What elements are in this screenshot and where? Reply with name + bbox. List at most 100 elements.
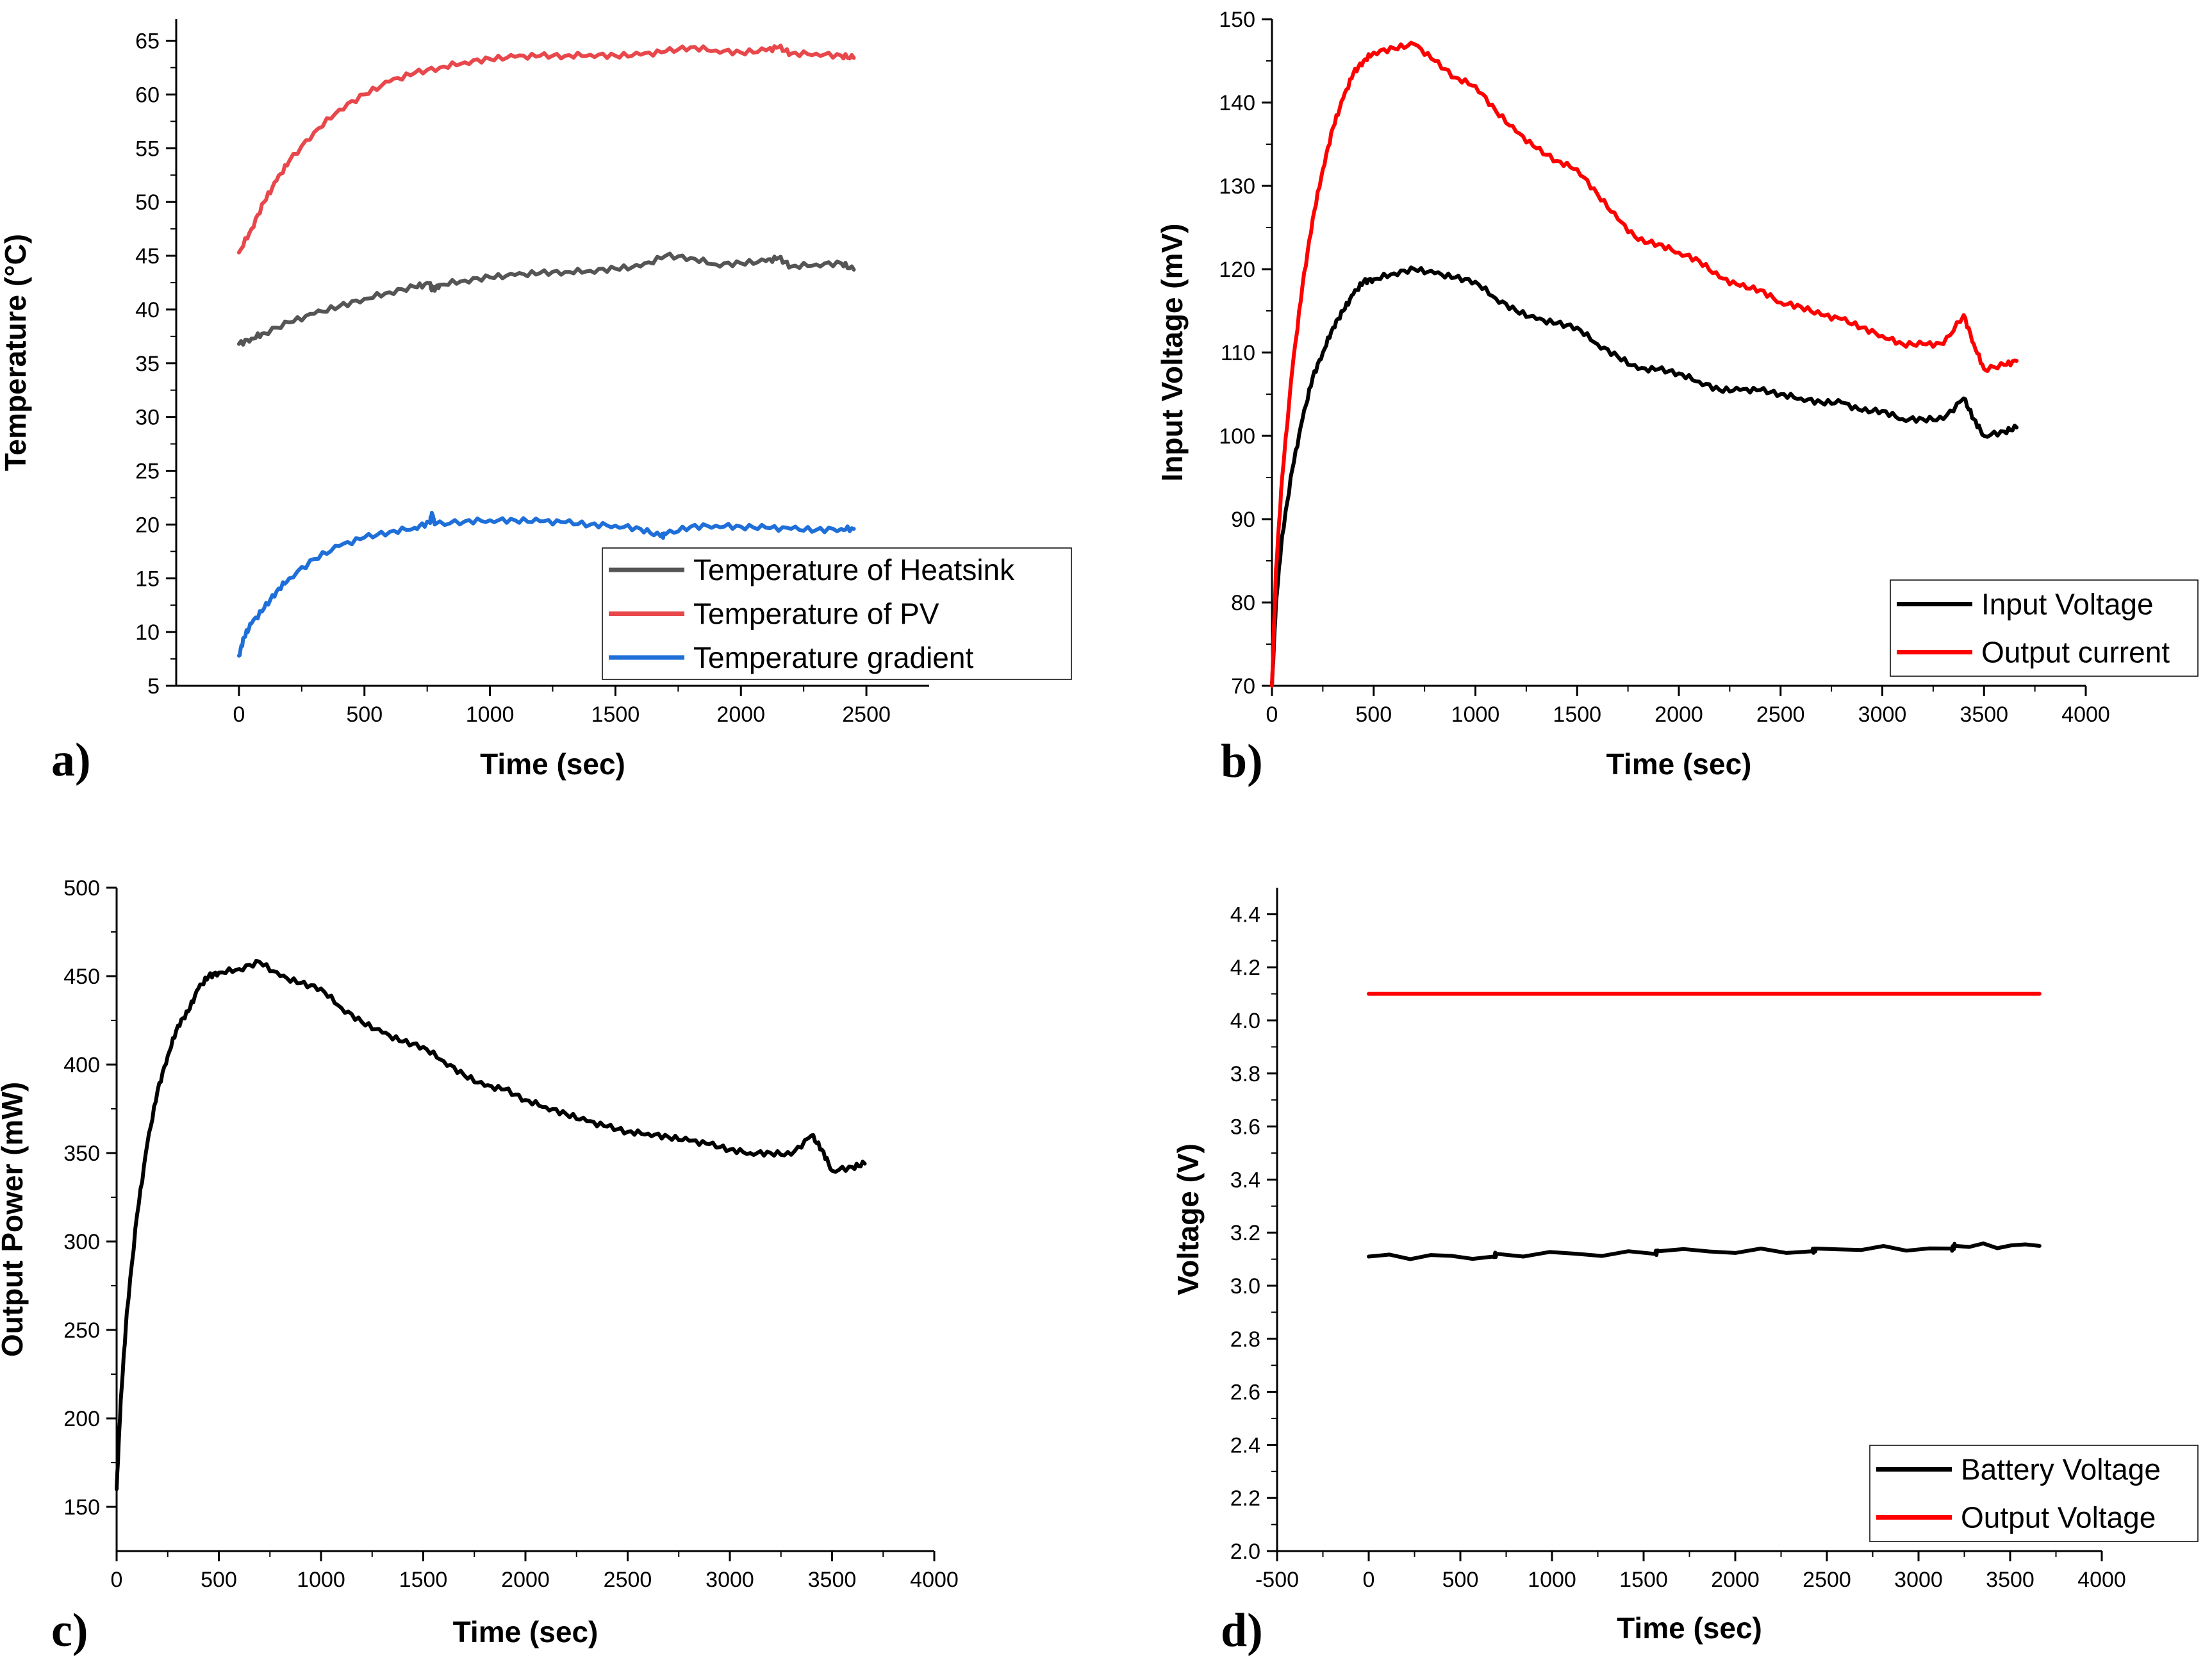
- y-axis-title: Output Power (mW): [0, 1082, 29, 1357]
- x-tick-label: 3000: [1894, 1568, 1943, 1592]
- panel-label: b): [1221, 735, 1263, 788]
- y-tick-label: 35: [135, 352, 160, 376]
- y-tick-label: 110: [1221, 341, 1255, 365]
- x-tick-label: 2500: [842, 702, 891, 727]
- y-tick-label: 100: [1219, 424, 1255, 449]
- y-tick-label: 50: [135, 190, 160, 215]
- x-tick-label: 2000: [1711, 1568, 1760, 1592]
- y-tick-label: 2.6: [1230, 1381, 1260, 1405]
- y-tick-label: 4.4: [1230, 902, 1260, 927]
- y-tick-label: 3.6: [1230, 1115, 1260, 1140]
- y-tick-label: 2.8: [1230, 1327, 1260, 1352]
- series-line-temperature-of-heatsink: [236, 251, 856, 347]
- series-line-temperature-of-pv: [236, 44, 856, 254]
- legend: Input Voltage Output current: [1890, 579, 2199, 677]
- chart-c: 0 500 1000 1500 2000 2500 3000 3500 4000 150 200 25…: [0, 876, 959, 1657]
- x-tick-label: -500: [1255, 1568, 1299, 1592]
- x-tick-label: 4000: [2061, 702, 2110, 727]
- panel-label: c): [51, 1604, 88, 1657]
- x-tick-label: 0: [233, 702, 245, 727]
- chart-b: 0 500 1000 1500 2000 2500 3000 3500 4000 70 80 90 10…: [1155, 8, 2199, 788]
- x-tick-label: 4000: [2077, 1568, 2126, 1592]
- x-tick-label: 0: [1363, 1568, 1375, 1592]
- x-tick-label: 3500: [808, 1568, 857, 1592]
- x-tick-label: 3000: [706, 1568, 754, 1592]
- x-axis-title: Time (sec): [1606, 747, 1752, 781]
- y-tick-label: 30: [135, 406, 160, 430]
- series-line-input-voltage: [1270, 265, 2019, 688]
- y-tick-label: 5: [147, 674, 160, 699]
- chart-a: 0 500 1000 1500 2000 2500 5 10 15 20 25 30 35 40 45 50 5…: [0, 19, 1072, 786]
- series-line-output-power: [115, 958, 867, 1491]
- y-tick-label: 3.8: [1230, 1062, 1260, 1086]
- x-axis-title: Time (sec): [453, 1615, 598, 1648]
- legend-label: Temperature of PV: [693, 597, 939, 631]
- y-tick-label: 45: [135, 244, 160, 269]
- y-tick-label: 10: [135, 620, 160, 645]
- y-tick-label: 140: [1219, 91, 1255, 115]
- y-tick-label: 60: [135, 83, 160, 107]
- x-tick-label: 3500: [1960, 702, 2008, 727]
- legend-label: Battery Voltage: [1961, 1453, 2161, 1486]
- y-tick-label: 150: [63, 1495, 100, 1520]
- x-tick-label: 1000: [466, 702, 515, 727]
- legend: Battery Voltage Output Voltage: [1869, 1445, 2199, 1542]
- x-tick-label: 2000: [716, 702, 765, 727]
- series-line-temperature-gradient: [236, 511, 856, 658]
- x-tick-label: 1000: [1451, 702, 1500, 727]
- x-axis-title: Time (sec): [480, 747, 625, 781]
- y-tick-label: 70: [1231, 674, 1255, 699]
- y-tick-label: 3.4: [1230, 1168, 1260, 1192]
- y-tick-label: 90: [1231, 508, 1255, 532]
- y-tick-label: 450: [63, 965, 100, 989]
- y-tick-label: 2.0: [1230, 1540, 1260, 1564]
- y-tick-label: 300: [63, 1230, 100, 1254]
- y-axis-title: Temperature (°C): [0, 234, 32, 471]
- x-tick-label: 3000: [1858, 702, 1907, 727]
- x-tick-label: 0: [1266, 702, 1278, 727]
- y-tick-label: 400: [63, 1053, 100, 1077]
- x-tick-label: 500: [346, 702, 383, 727]
- panel-label: a): [51, 734, 91, 786]
- legend: Temperature of Heatsink Temperature of PV…: [602, 547, 1072, 680]
- legend-label: Temperature of Heatsink: [693, 553, 1015, 586]
- panel-label: d): [1221, 1604, 1263, 1657]
- x-tick-label: 1000: [1528, 1568, 1576, 1592]
- x-tick-label: 500: [1442, 1568, 1479, 1592]
- y-tick-label: 55: [135, 137, 160, 161]
- legend-box: [1890, 579, 2199, 677]
- x-tick-label: 2000: [501, 1568, 550, 1592]
- y-axis-title: Voltage (V): [1171, 1143, 1205, 1295]
- y-tick-label: 40: [135, 298, 160, 322]
- legend-label: Temperature gradient: [693, 641, 973, 674]
- x-tick-label: 1500: [1553, 702, 1601, 727]
- y-tick-label: 25: [135, 460, 160, 484]
- x-tick-label: 1000: [297, 1568, 345, 1592]
- y-tick-label: 3.2: [1230, 1221, 1260, 1245]
- legend-label: Output current: [1981, 636, 2170, 669]
- y-tick-label: 4.2: [1230, 956, 1260, 980]
- x-axis-title: Time (sec): [1617, 1611, 1762, 1645]
- y-tick-label: 250: [63, 1318, 100, 1343]
- y-tick-label: 15: [135, 567, 160, 591]
- y-tick-label: 200: [63, 1407, 100, 1431]
- y-tick-label: 350: [63, 1142, 100, 1166]
- x-tick-label: 2000: [1655, 702, 1703, 727]
- x-tick-label: 2500: [1756, 702, 1805, 727]
- y-tick-label: 150: [1219, 8, 1255, 32]
- x-tick-label: 1500: [591, 702, 640, 727]
- y-tick-label: 65: [135, 29, 160, 54]
- x-tick-label: 1500: [1619, 1568, 1668, 1592]
- x-tick-label: 1500: [399, 1568, 448, 1592]
- y-tick-label: 20: [135, 513, 160, 537]
- x-tick-label: 3500: [1986, 1568, 2035, 1592]
- y-tick-label: 500: [63, 876, 100, 901]
- x-tick-label: 0: [111, 1568, 123, 1592]
- y-tick-label: 4.0: [1230, 1009, 1260, 1033]
- x-tick-label: 2500: [604, 1568, 652, 1592]
- x-tick-label: 4000: [910, 1568, 959, 1592]
- y-tick-label: 80: [1231, 591, 1255, 615]
- y-tick-label: 2.2: [1230, 1486, 1260, 1511]
- legend-box: [1869, 1445, 2199, 1542]
- x-tick-label: 500: [1355, 702, 1392, 727]
